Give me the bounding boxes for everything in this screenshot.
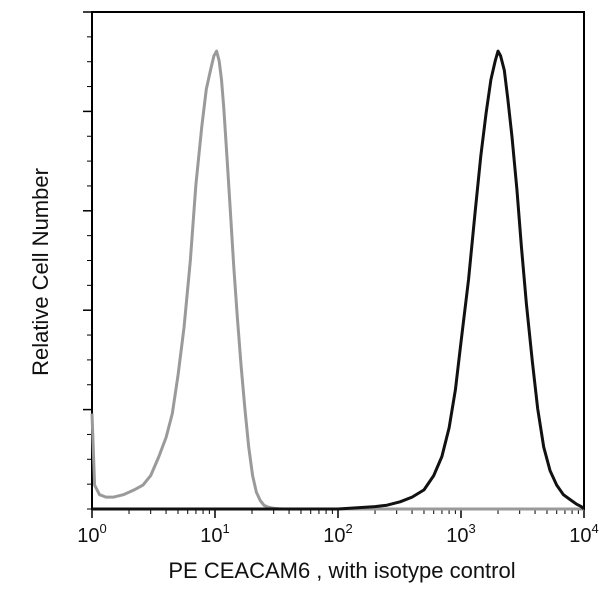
x-tick-label: 101 [200,521,229,547]
series-line-pe-ceacam6 [92,49,585,511]
series-layer [90,49,585,511]
x-axis-ticks: 100 101 102 103 104 [77,509,599,547]
x-tick-label: 104 [569,521,598,547]
x-tick-label: 102 [323,521,352,547]
x-tick-label: 100 [77,521,106,547]
y-axis-title: Relative Cell Number [28,168,53,376]
x-tick-label: 103 [446,521,475,547]
x-axis-title: PE CEACAM6 , with isotype control [168,558,515,583]
y-axis-ticks [83,11,92,510]
